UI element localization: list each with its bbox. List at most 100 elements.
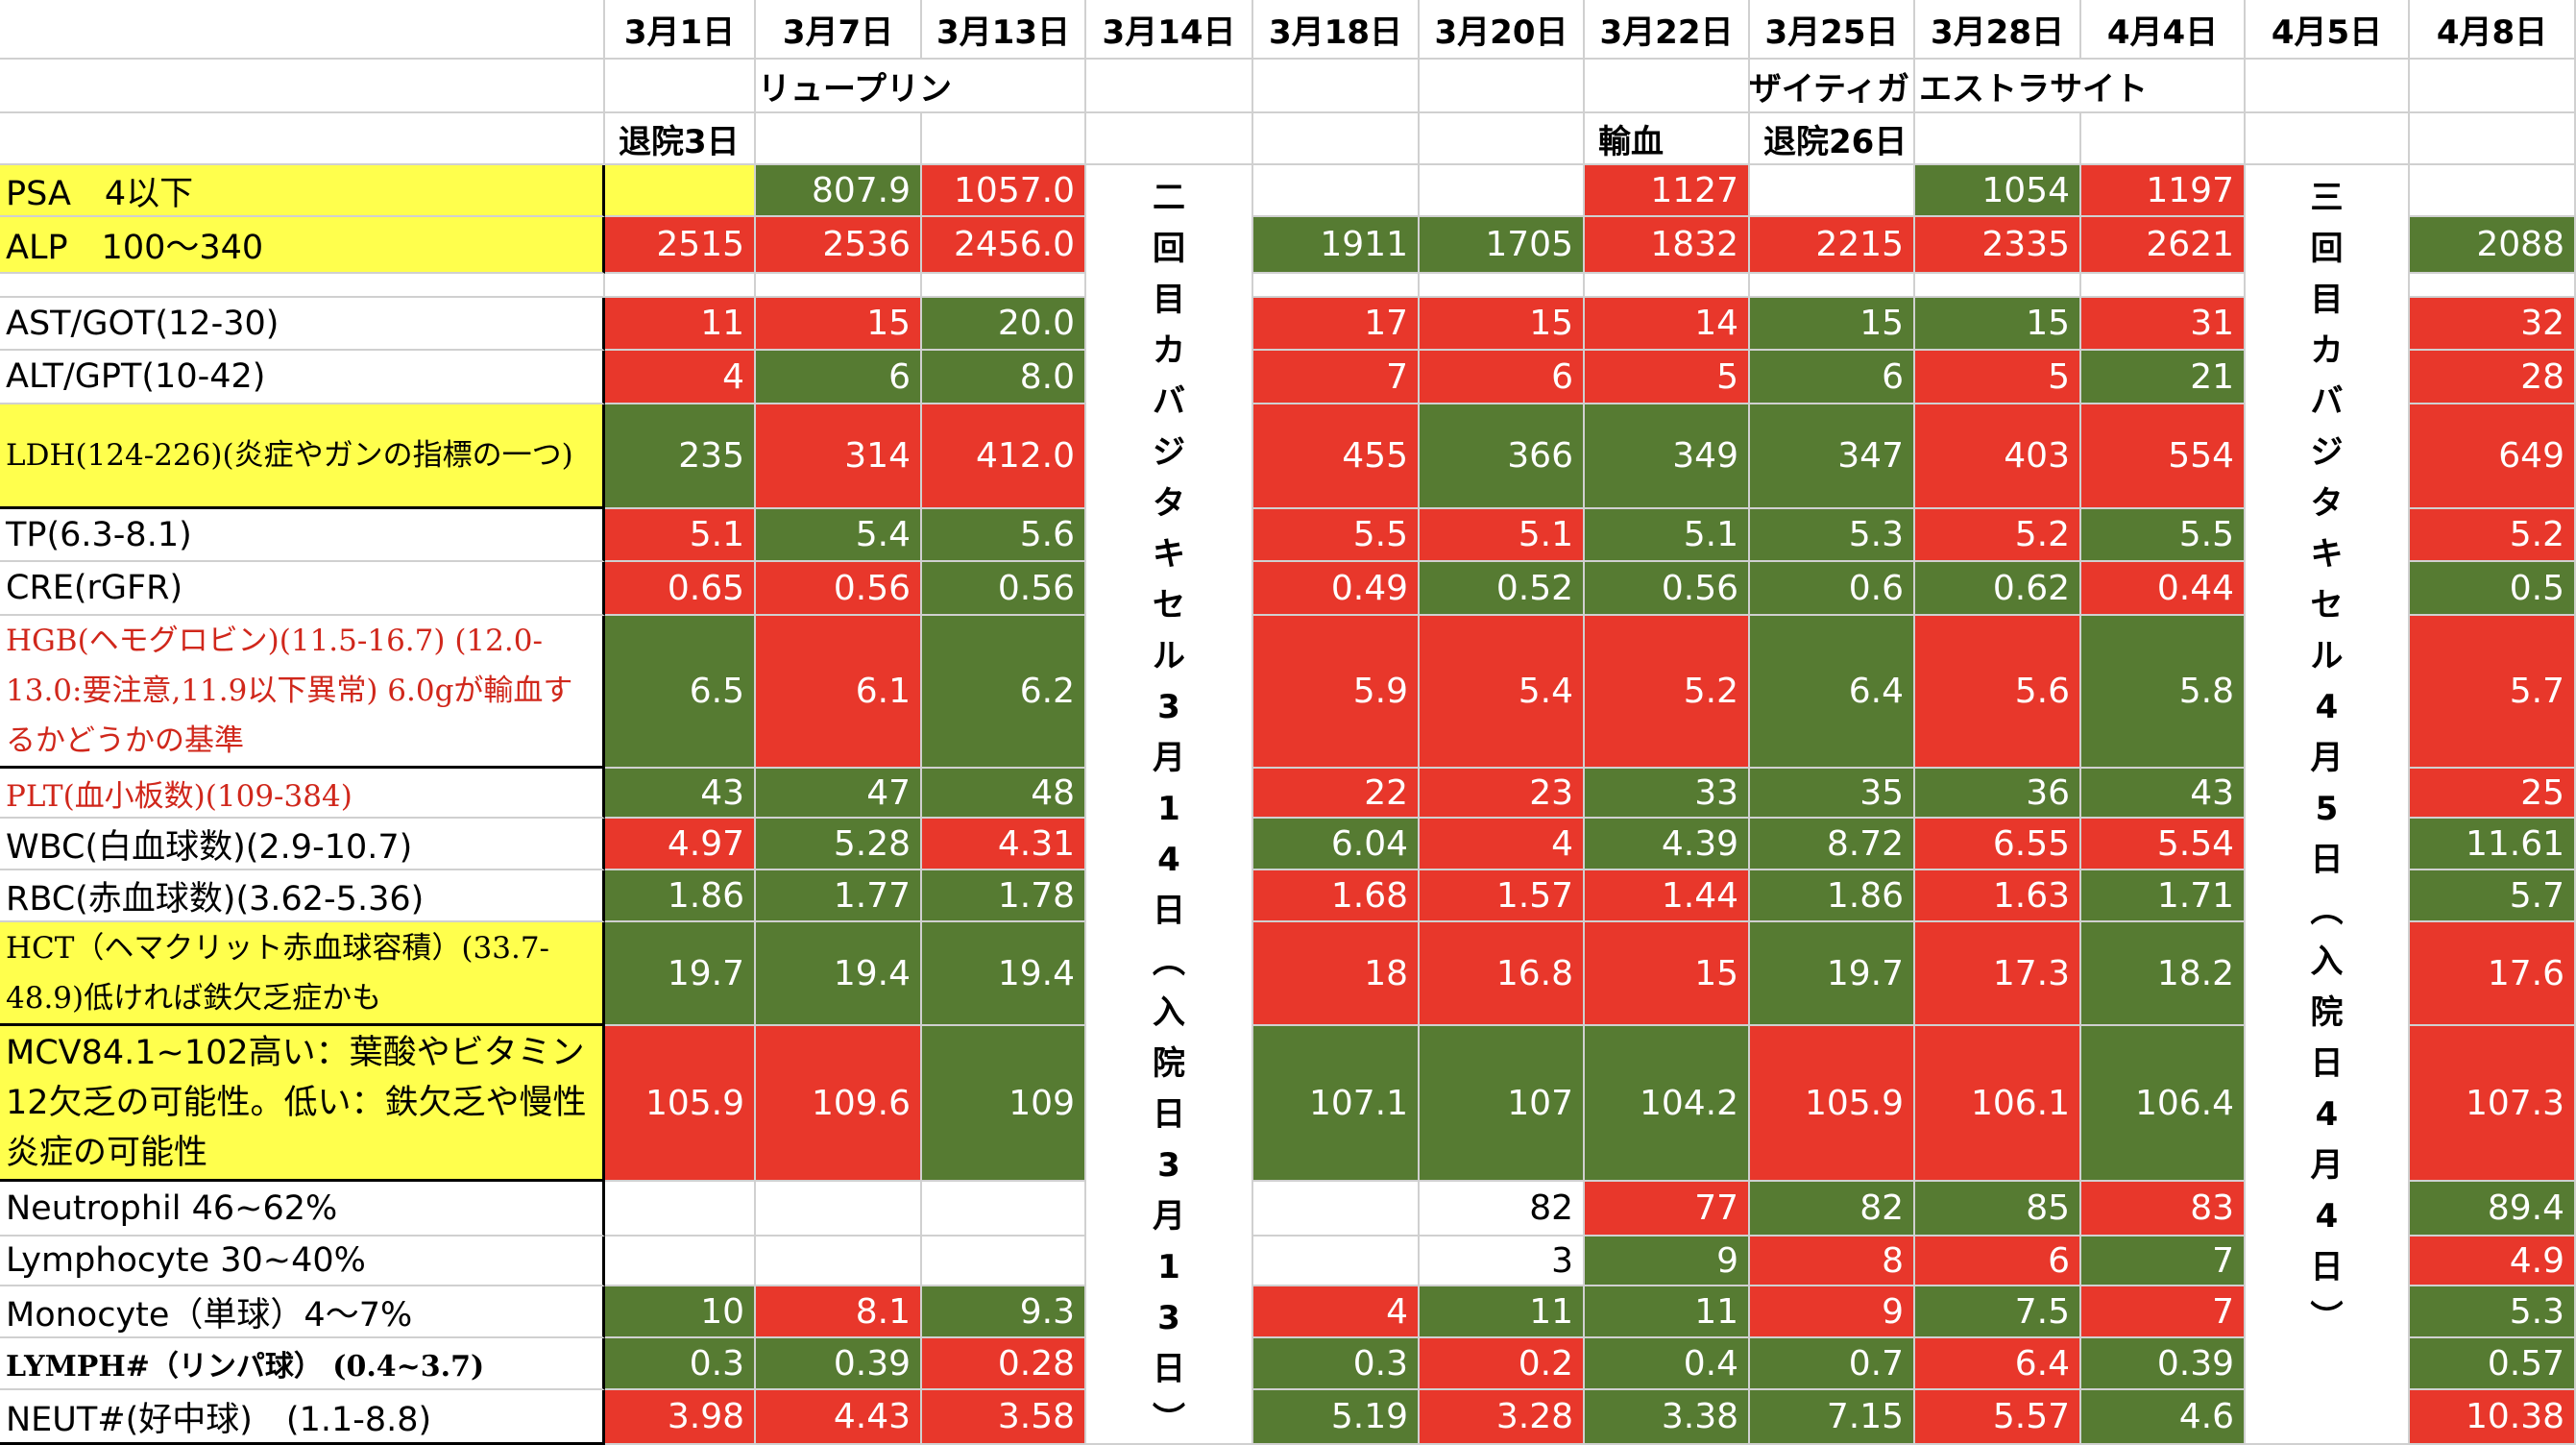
row-label: ALP 100〜340	[0, 217, 605, 274]
row-label-text: Neutrophil 46~62%	[6, 1188, 338, 1228]
row-label: HCT（ヘマクリット赤血球容積）(33.7-48.9)低ければ鉄欠乏症かも	[0, 922, 605, 1026]
value-cell: 4	[1253, 1286, 1420, 1338]
row-label: HGB(ヘモグロビン)(11.5-16.7) (12.0-13.0:要注意,11…	[0, 616, 605, 769]
value-cell: 2456.0	[922, 217, 1086, 274]
value-cell: 5	[1585, 351, 1750, 404]
row-label: NEUT#(好中球) (1.1-8.8)	[0, 1390, 605, 1445]
value-cell: 14	[1585, 298, 1750, 351]
value-cell: 109	[922, 1026, 1086, 1182]
blank-cell	[1585, 60, 1750, 113]
blank-cell	[922, 274, 1086, 298]
value-cell: 4	[1420, 819, 1585, 870]
value-cell: 15	[1585, 922, 1750, 1026]
value-cell: 82	[1420, 1182, 1585, 1237]
blank-cell	[605, 60, 756, 113]
value-cell: 2536	[756, 217, 922, 274]
value-cell: 8.0	[922, 351, 1086, 404]
value-cell: 5.3	[1750, 509, 1915, 562]
value-cell: 9.3	[922, 1286, 1086, 1338]
row-label-text: LDH(124-226)(炎症やガンの指標の一つ)	[6, 438, 573, 473]
blank-cell	[1086, 60, 1253, 113]
value-cell: 43	[2081, 769, 2246, 819]
value-cell: 554	[2081, 404, 2246, 509]
value-cell: 5.1	[1420, 509, 1585, 562]
value-cell: 6	[756, 351, 922, 404]
blank-cell	[2246, 60, 2410, 113]
row-label: MCV84.1~102高い：葉酸やビタミン12欠乏の可能性。低い：鉄欠乏や慢性炎…	[0, 1026, 605, 1182]
value-cell: 10	[605, 1286, 756, 1338]
value-cell: 5.7	[2410, 616, 2576, 769]
value-cell: 17.6	[2410, 922, 2576, 1026]
value-cell: 28	[2410, 351, 2576, 404]
date-header: 3月22日	[1585, 0, 1750, 60]
value-cell: 4.9	[2410, 1237, 2576, 1286]
value-cell: 6	[1750, 351, 1915, 404]
row-label: TP(6.3-8.1)	[0, 509, 605, 562]
value-cell: 5.19	[1253, 1390, 1420, 1445]
value-cell: 0.3	[605, 1338, 756, 1390]
value-cell: 5.6	[1915, 616, 2081, 769]
value-cell: 17	[1253, 298, 1420, 351]
row-label: LYMPH#（リンパ球） (0.4~3.7)	[0, 1338, 605, 1390]
value-cell: 1.68	[1253, 870, 1420, 922]
value-cell: 3.58	[922, 1390, 1086, 1445]
value-cell: 5.1	[605, 509, 756, 562]
value-cell	[1253, 1182, 1420, 1237]
value-cell: 6	[1915, 1237, 2081, 1286]
value-cell: 0.56	[922, 562, 1086, 616]
row-label-text: HGB(ヘモグロビン)(11.5-16.7) (12.0-13.0:要注意,11…	[6, 624, 573, 758]
value-cell: 6.1	[756, 616, 922, 769]
value-cell: 19.7	[1750, 922, 1915, 1026]
value-cell: 48	[922, 769, 1086, 819]
value-cell: 11	[1585, 1286, 1750, 1338]
value-cell: 23	[1420, 769, 1585, 819]
value-cell: 0.3	[1253, 1338, 1420, 1390]
value-cell: 31	[2081, 298, 2246, 351]
value-cell: 19.4	[922, 922, 1086, 1026]
row-label-text: PLT(血小板数)(109-384)	[6, 778, 352, 814]
value-cell: 314	[756, 404, 922, 509]
blank-cell	[1915, 113, 2081, 165]
blank-cell	[1420, 113, 1585, 165]
row-label: PSA 4以下	[0, 165, 605, 217]
blank-cell	[0, 274, 605, 298]
value-cell: 7	[1253, 351, 1420, 404]
value-cell	[756, 1182, 922, 1237]
date-header: 3月20日	[1420, 0, 1585, 60]
value-cell: 5.6	[922, 509, 1086, 562]
value-cell: 1.77	[756, 870, 922, 922]
value-cell: 807.9	[756, 165, 922, 217]
value-cell: 1.86	[605, 870, 756, 922]
value-cell: 109.6	[756, 1026, 922, 1182]
value-cell: 4.97	[605, 819, 756, 870]
value-cell: 5.8	[2081, 616, 2246, 769]
value-cell: 4.39	[1585, 819, 1750, 870]
blank-cell	[1585, 274, 1750, 298]
blank-cell	[1750, 274, 1915, 298]
value-cell: 21	[2081, 351, 2246, 404]
value-cell: 366	[1420, 404, 1585, 509]
value-cell: 5	[1915, 351, 2081, 404]
row-label-text: PSA 4以下	[6, 174, 194, 213]
value-cell: 1.71	[2081, 870, 2246, 922]
value-cell: 5.7	[2410, 870, 2576, 922]
value-cell: 6.55	[1915, 819, 2081, 870]
date-header: 3月7日	[756, 0, 922, 60]
value-cell: 18.2	[2081, 922, 2246, 1026]
value-cell: 20.0	[922, 298, 1086, 351]
value-cell: 403	[1915, 404, 2081, 509]
value-cell: 43	[605, 769, 756, 819]
value-cell: 5.2	[1915, 509, 2081, 562]
value-cell: 1705	[1420, 217, 1585, 274]
value-cell: 0.2	[1420, 1338, 1585, 1390]
value-cell	[922, 1237, 1086, 1286]
row-label-text: ALT/GPT(10-42)	[6, 357, 266, 396]
date-header: 3月25日	[1750, 0, 1915, 60]
value-cell	[605, 1237, 756, 1286]
value-cell: 0.6	[1750, 562, 1915, 616]
blank-cell	[2410, 113, 2576, 165]
value-cell: 0.49	[1253, 562, 1420, 616]
blank-cell	[605, 274, 756, 298]
row-label-text: Monocyte（単球）4〜7%	[6, 1295, 413, 1335]
value-cell: 1911	[1253, 217, 1420, 274]
